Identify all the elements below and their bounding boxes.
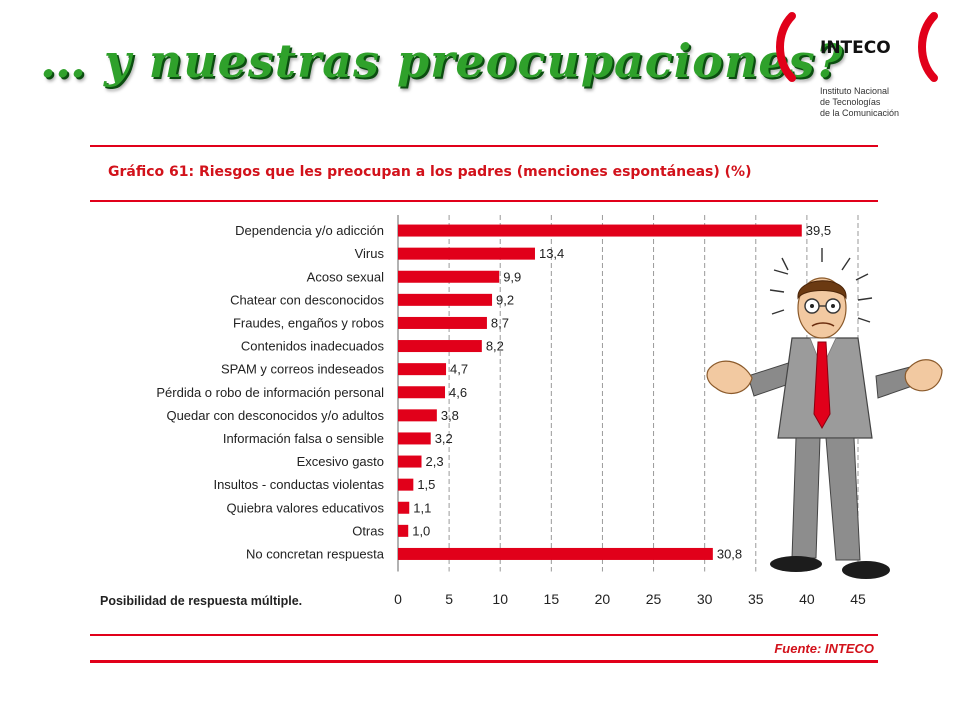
logo-right-bracket: [918, 12, 938, 82]
value-label: 8,2: [486, 339, 504, 354]
bar: [398, 455, 422, 468]
bar: [398, 224, 802, 237]
value-label: 13,4: [539, 246, 564, 261]
value-label: 4,6: [449, 385, 467, 400]
x-tick-label: 35: [748, 591, 764, 607]
category-label: Chatear con desconocidos: [230, 292, 384, 307]
chart-title: Gráfico 61: Riesgos que les preocupan a …: [108, 164, 752, 180]
x-tick-label: 0: [394, 591, 402, 607]
bar: [398, 524, 409, 537]
chart-bottom-rule: [90, 634, 878, 636]
logo-subtitle-line-3: de la Comunicación: [820, 108, 900, 118]
logo-subtitle-line-1: Instituto Nacional: [820, 86, 890, 96]
category-label: Contenidos inadecuados: [241, 339, 385, 354]
category-label: Quiebra valores educativos: [226, 500, 384, 515]
logo-wordmark: INTECO: [820, 38, 891, 58]
category-label: Excesivo gasto: [297, 454, 384, 469]
inteco-logo: INTECO: [776, 12, 938, 82]
value-label: 1,5: [417, 477, 435, 492]
value-label: 39,5: [806, 223, 831, 238]
category-label: Acoso sexual: [307, 269, 384, 284]
logo-left-bracket: [776, 12, 796, 82]
category-label: Información falsa o sensible: [223, 431, 384, 446]
value-label: 2,3: [426, 454, 444, 469]
value-label: 3,8: [441, 408, 459, 423]
value-label: 1,0: [412, 523, 430, 538]
x-tick-label: 30: [697, 591, 713, 607]
bar: [398, 316, 487, 329]
x-tick-label: 15: [544, 591, 560, 607]
x-tick-label: 20: [595, 591, 611, 607]
x-tick-label: 25: [646, 591, 662, 607]
x-tick-label: 40: [799, 591, 815, 607]
bar: [398, 478, 414, 491]
bar: [398, 270, 500, 283]
value-label: 1,1: [413, 500, 431, 515]
chart-source: Fuente: INTECO: [774, 641, 874, 656]
value-label: 30,8: [717, 546, 742, 561]
category-label: Quedar con desconocidos y/o adultos: [166, 408, 384, 423]
category-label: Virus: [355, 246, 385, 261]
category-label: Insultos - conductas violentas: [213, 477, 384, 492]
value-label: 3,2: [435, 431, 453, 446]
value-label: 4,7: [450, 362, 468, 377]
bar: [398, 409, 437, 422]
bar: [398, 501, 410, 514]
worried-man-illustration: [706, 248, 943, 579]
category-label: SPAM y correos indeseados: [221, 362, 385, 377]
x-tick-label: 5: [445, 591, 453, 607]
x-tick-label: 10: [492, 591, 508, 607]
x-tick-label: 45: [850, 591, 866, 607]
category-label: Dependencia y/o adicción: [235, 223, 384, 238]
category-label: No concretan respuesta: [246, 546, 385, 561]
bar: [398, 247, 535, 260]
bar: [398, 293, 493, 306]
category-label: Pérdida o robo de información personal: [156, 385, 384, 400]
value-label: 8,7: [491, 315, 509, 330]
chart-note: Posibilidad de respuesta múltiple.: [100, 594, 303, 608]
bar: [398, 340, 482, 353]
bar: [398, 547, 713, 560]
bar: [398, 432, 431, 445]
chart-top-rule: [90, 145, 878, 147]
value-label: 9,2: [496, 292, 514, 307]
bar: [398, 363, 447, 376]
bar: [398, 386, 446, 399]
value-label: 9,9: [503, 269, 521, 284]
logo-subtitle-line-2: de Tecnologías: [820, 97, 881, 107]
chart-title-rule: [90, 200, 878, 202]
slide-headline: … y nuestras preocupaciones?: [40, 34, 844, 88]
category-label: Fraudes, engaños y robos: [233, 315, 385, 330]
category-label: Otras: [352, 523, 384, 538]
chart-footer-rule: [90, 660, 878, 663]
